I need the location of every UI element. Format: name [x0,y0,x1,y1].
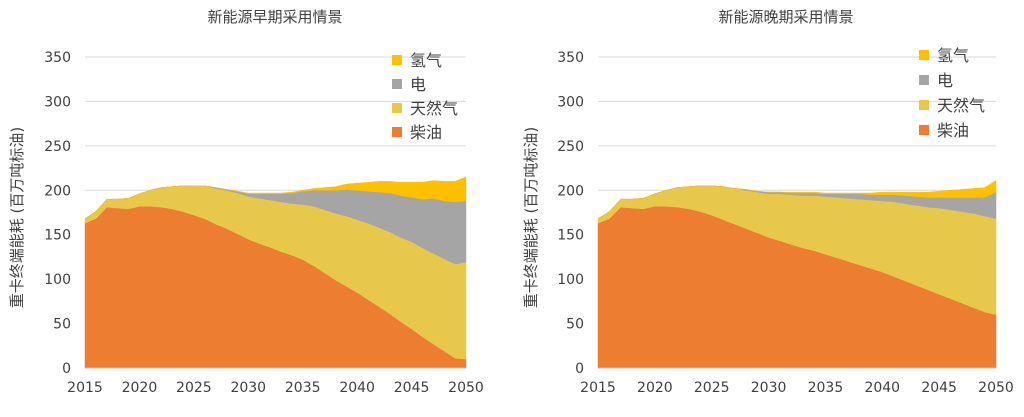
y-tick-label: 200 [557,183,584,199]
x-tick-label: 2050 [448,380,484,396]
y-tick-label: 150 [557,228,584,244]
legend-label: 氢气 [410,51,442,70]
x-tick-label: 2025 [694,380,730,396]
legend-swatch [392,55,402,65]
y-tick-label: 250 [44,139,71,155]
x-tick-label: 2030 [751,380,787,396]
area-氢气 [84,176,467,219]
legend-label: 天然气 [410,99,458,118]
y-tick-label: 350 [44,50,71,66]
legend-label: 柴油 [937,121,969,140]
x-tick-label: 2035 [285,380,321,396]
y-tick-label: 100 [44,272,71,288]
y-tick-label: 0 [575,361,584,377]
y-tick-label: 200 [44,183,71,199]
chart-panel-late: 新能源晚期采用情景 0 50 100 150 200 250 300 350 2015 2020 20… [522,8,1014,396]
legend-swatch [919,100,929,110]
y-axis-label: 重卡终端能耗 (百万吨标油) [522,127,540,308]
y-tick-label: 100 [557,272,584,288]
y-tick-label: 0 [62,361,71,377]
y-tick-label: 250 [557,139,584,155]
x-tick-label: 2020 [122,380,158,396]
y-axis-label: 重卡终端能耗 (百万吨标油) [8,127,26,308]
chart-title: 新能源晚期采用情景 [718,8,853,26]
legend-swatch [392,103,402,113]
area-氢气 [597,180,997,219]
legend-swatch [919,50,929,60]
x-tick-label: 2015 [580,380,616,396]
x-tick-label: 2035 [808,380,844,396]
legend-label: 电 [937,71,953,90]
chart-panel-early: 新能源早期采用情景 0 50 100 150 200 250 300 350 2015 2020 20… [8,8,484,396]
legend-label: 氢气 [937,46,969,65]
legend-swatch [919,125,929,135]
x-tick-label: 2030 [230,380,266,396]
area-series-group [84,176,467,369]
x-tick-label: 2040 [864,380,900,396]
x-tick-label: 2020 [637,380,673,396]
y-tick-label: 50 [566,317,584,333]
y-tick-label: 150 [44,228,71,244]
x-tick-label: 2040 [339,380,375,396]
y-tick-label: 50 [53,317,71,333]
x-tick-label: 2015 [67,380,103,396]
legend-swatch [392,79,402,89]
y-tick-label: 300 [557,94,584,110]
y-tick-label: 350 [557,50,584,66]
legend-swatch [919,75,929,85]
chart-title: 新能源早期采用情景 [207,8,342,26]
y-tick-label: 300 [44,94,71,110]
legend-label: 柴油 [410,123,442,142]
legend-swatch [392,127,402,137]
area-series-group [597,180,997,369]
x-tick-label: 2025 [176,380,212,396]
x-tick-label: 2045 [921,380,957,396]
x-tick-label: 2050 [978,380,1014,396]
x-tick-label: 2045 [394,380,430,396]
legend-label: 天然气 [937,96,985,115]
legend-label: 电 [410,75,426,94]
